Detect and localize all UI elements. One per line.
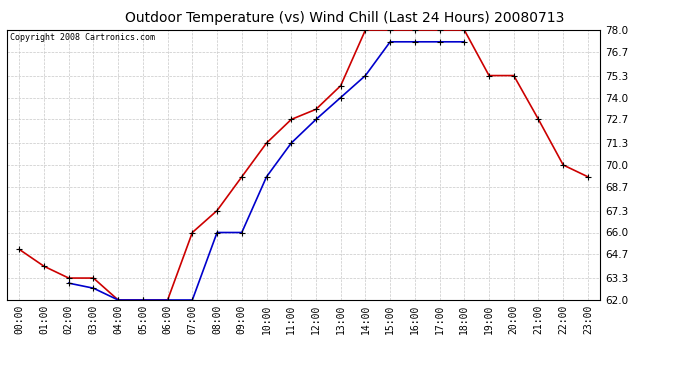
Text: Outdoor Temperature (vs) Wind Chill (Last 24 Hours) 20080713: Outdoor Temperature (vs) Wind Chill (Las… [126, 11, 564, 25]
Text: Copyright 2008 Cartronics.com: Copyright 2008 Cartronics.com [10, 33, 155, 42]
